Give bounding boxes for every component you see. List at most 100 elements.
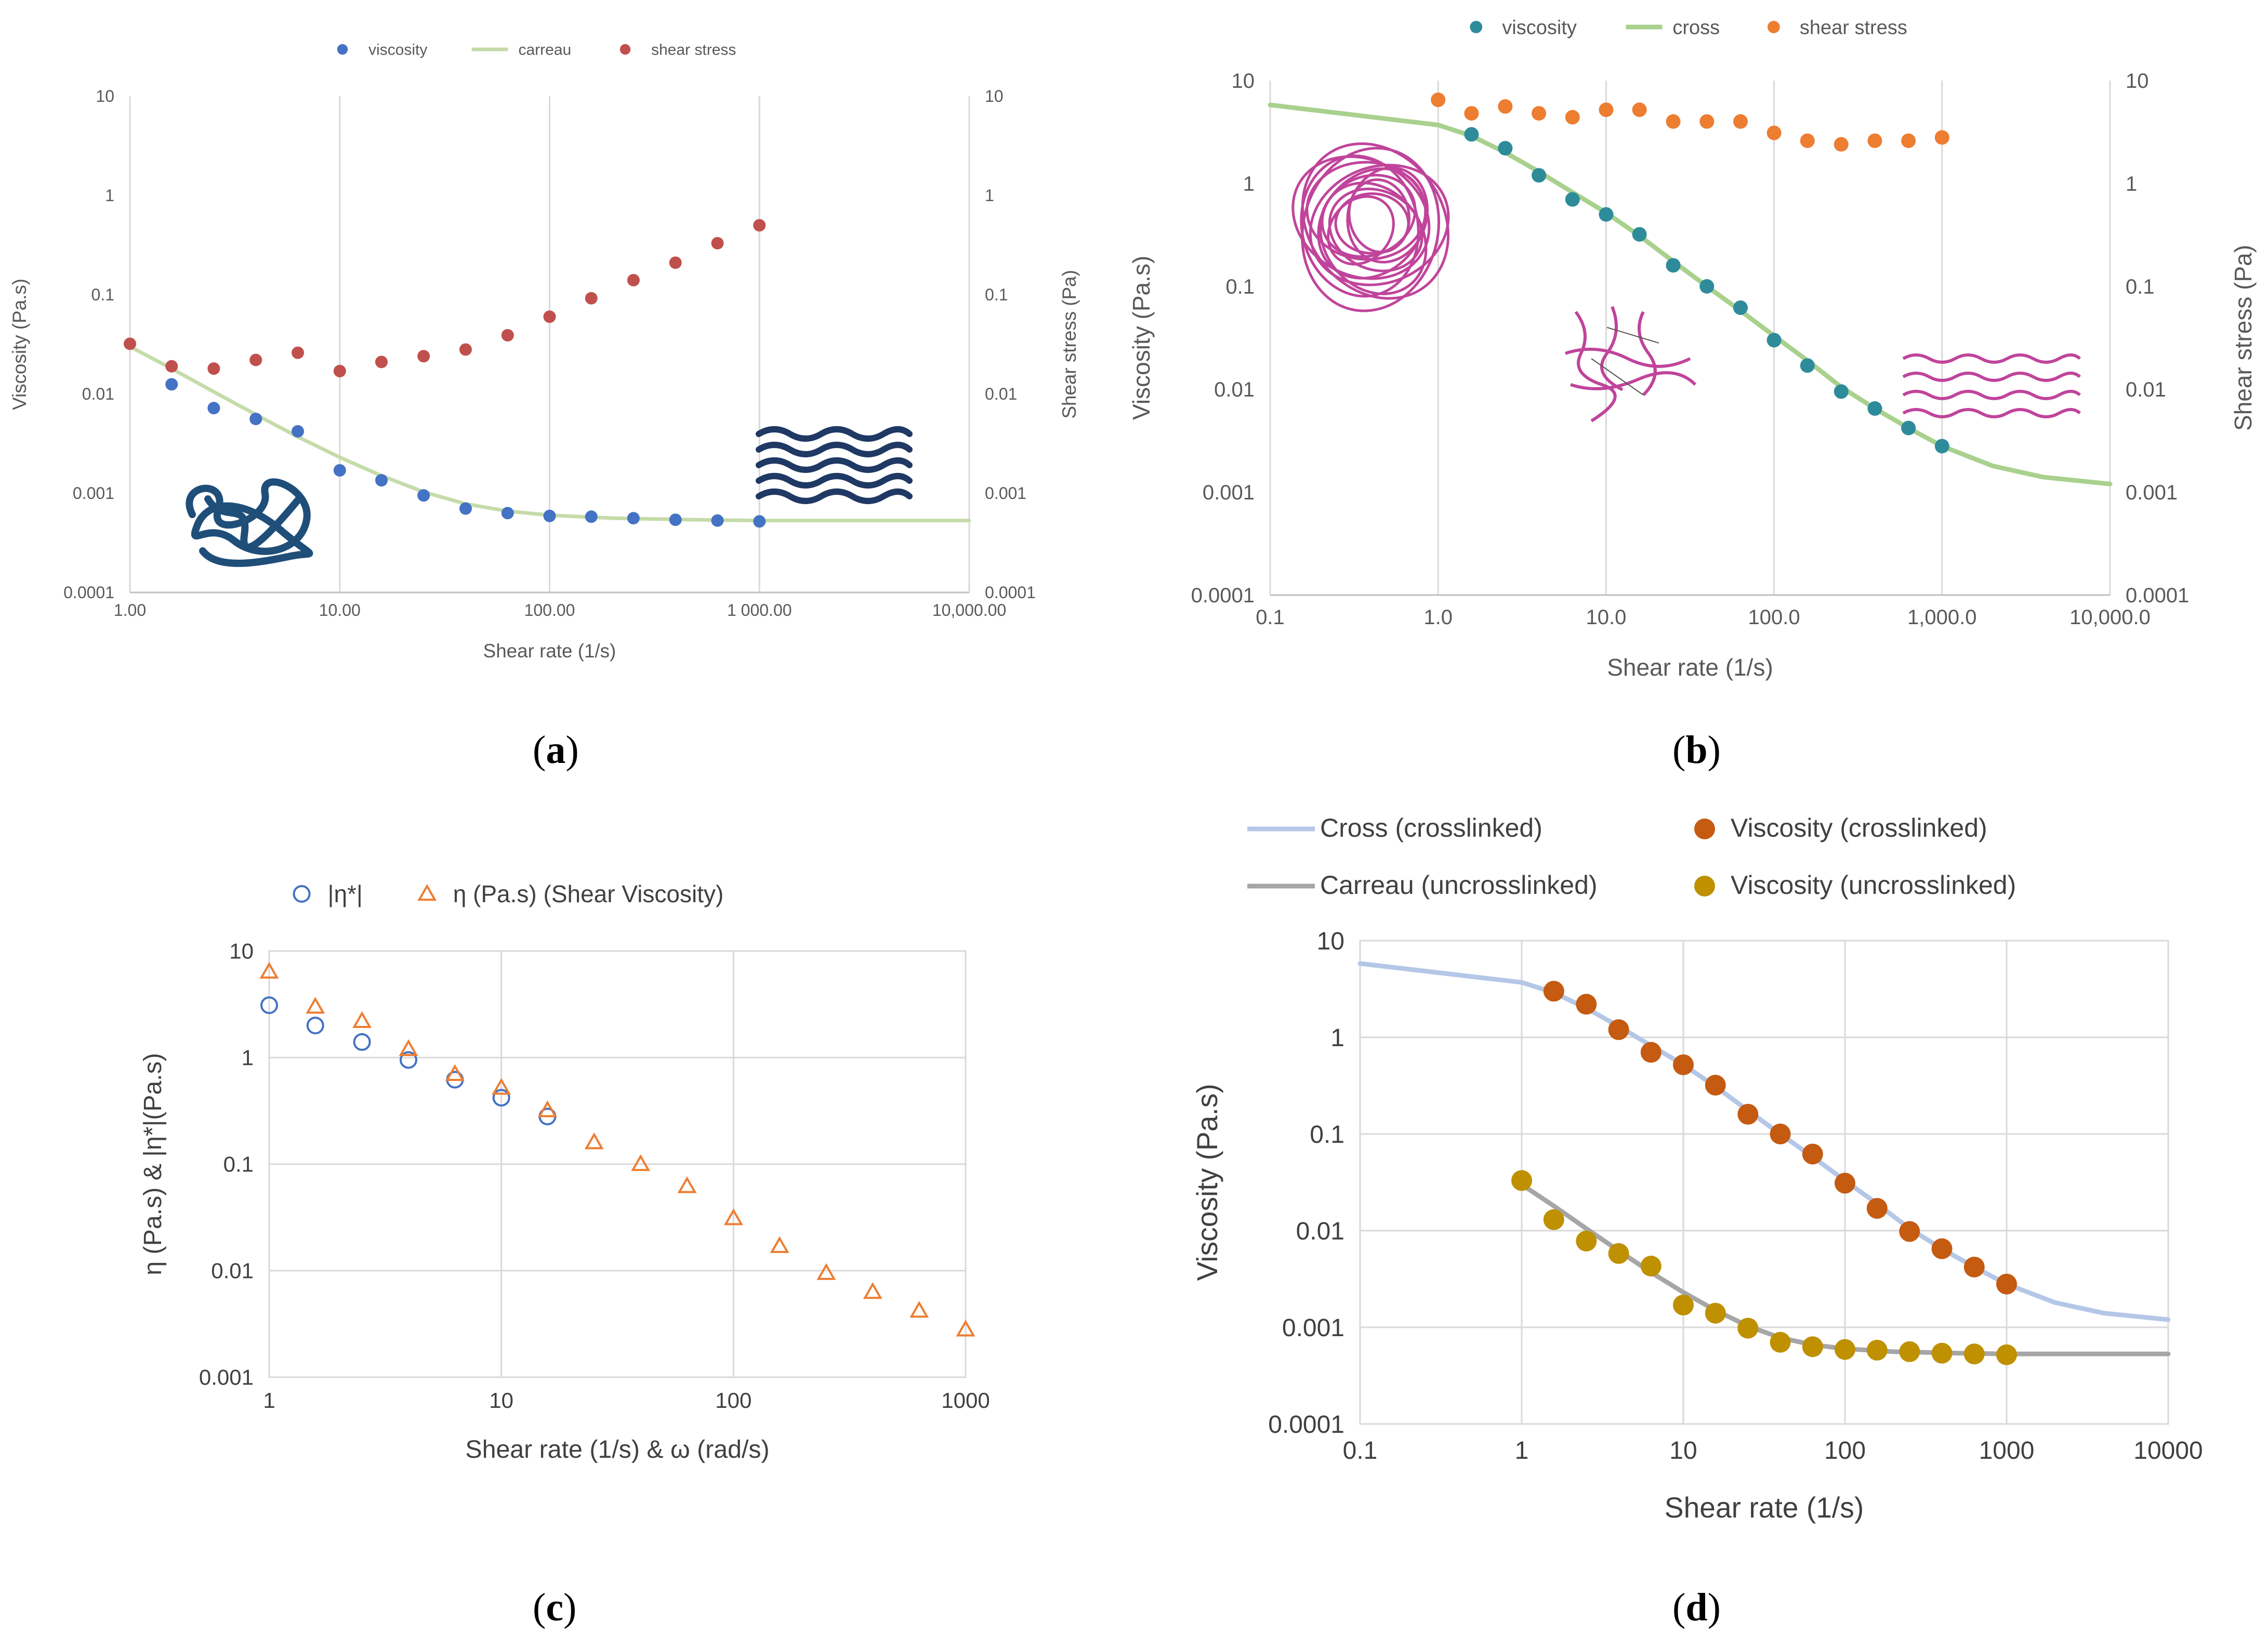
coil-loop (1327, 195, 1395, 266)
legend-label: Carreau (uncrosslinked) (1320, 870, 1598, 900)
point-viscosity-crosslinked- (1737, 1104, 1759, 1125)
point-viscosity (417, 489, 430, 502)
legend-label: viscosity (368, 42, 427, 59)
point-viscosity-uncrosslinked- (1576, 1231, 1597, 1252)
point-viscosity (333, 464, 346, 477)
y2-tick-label: 1 (985, 186, 994, 205)
point-shear-stress (1800, 133, 1815, 148)
point-shear-stress (333, 364, 346, 377)
legend-label: Viscosity (crosslinked) (1731, 813, 1987, 842)
x-tick-label: 10,000.00 (932, 601, 1006, 619)
point-viscosity-crosslinked- (1543, 981, 1564, 1002)
point-viscosity-uncrosslinked- (1511, 1170, 1532, 1191)
point-viscosity (1666, 258, 1681, 273)
x-tick-label: 0.1 (1343, 1437, 1378, 1465)
y-tick-label: 0.1 (1225, 275, 1255, 298)
point-viscosity-crosslinked- (1899, 1221, 1920, 1242)
point--pa-s-shear-viscosity- (445, 1064, 465, 1081)
point-viscosity-uncrosslinked- (1866, 1340, 1888, 1361)
x-tick-label: 10,000.0 (2069, 606, 2151, 629)
point-- (492, 1089, 510, 1107)
x-tick-label: 1 (1515, 1437, 1529, 1465)
point-viscosity-uncrosslinked- (1931, 1342, 1953, 1364)
x-tick-label: 1 (263, 1388, 275, 1413)
y-tick-label: 0.1 (91, 285, 114, 304)
point-viscosity-uncrosslinked- (1835, 1339, 1855, 1360)
point-viscosity (1934, 439, 1949, 454)
point-viscosity-uncrosslinked- (1543, 1209, 1564, 1230)
y2-tick-label: 10 (985, 87, 1004, 105)
legend-label: viscosity (1502, 17, 1577, 38)
y2-tick-label: 0.01 (985, 385, 1017, 403)
point--pa-s-shear-viscosity- (770, 1236, 789, 1254)
point-viscosity-crosslinked- (1770, 1124, 1791, 1144)
point-viscosity (165, 378, 178, 391)
point-viscosity (1632, 227, 1647, 242)
point-shear-stress (292, 346, 305, 359)
point--pa-s-shear-viscosity- (677, 1176, 697, 1193)
aligned-chain-path (1902, 353, 2081, 364)
point-shear-stress (1532, 106, 1547, 121)
point-shear-stress (1632, 102, 1647, 117)
point-viscosity (753, 515, 766, 528)
coil-loop (1301, 142, 1450, 300)
panel-b: 0.1 1.0 10.0 100.0 1,000.0 10,000.0 10 10 1 1 0.1 0… (1128, 0, 2268, 686)
y2-tick-label: 0.1 (985, 285, 1008, 304)
point-shear-stress (1498, 99, 1513, 114)
legend-swatch (417, 883, 437, 901)
aligned-chain-path (1902, 408, 2081, 418)
point-shear-stress (417, 350, 430, 363)
point-viscosity (627, 512, 640, 525)
point-shear-stress (1666, 114, 1681, 129)
aligned-chain-path (756, 489, 913, 504)
legend-label: Viscosity (uncrosslinked) (1731, 870, 2016, 900)
x-tick-label: 1000 (941, 1388, 990, 1413)
x-axis-title: Shear rate (1/s) & ω (rad/s) (465, 1435, 769, 1463)
point-shear-stress (501, 329, 514, 342)
point-- (306, 1017, 324, 1035)
y-axis-title: Viscosity (Pa.s) (1191, 1084, 1223, 1281)
point-viscosity (459, 502, 472, 515)
point--pa-s-shear-viscosity- (492, 1078, 511, 1095)
point-viscosity-uncrosslinked- (1899, 1341, 1920, 1362)
legend-label: cross (1672, 17, 1720, 38)
legend-label: shear stress (1800, 17, 1907, 38)
legend-swatch (337, 44, 348, 55)
y-tick-label: 0.001 (199, 1365, 254, 1390)
point-- (353, 1033, 371, 1051)
point-viscosity (1867, 401, 1882, 416)
point-viscosity (375, 474, 388, 487)
x-axis-title: Shear rate (1/s) (483, 640, 616, 662)
y2-tick-label: 0.01 (2126, 378, 2166, 401)
point-- (399, 1051, 417, 1069)
point-viscosity (1766, 333, 1782, 348)
point-viscosity (1834, 384, 1849, 399)
y2-tick-label: 0.001 (985, 484, 1026, 503)
point-viscosity-crosslinked- (1576, 994, 1597, 1015)
coil-loop (1348, 178, 1410, 254)
panel-a: 1.00 10.00 100.00 1 000.00 10,000.00 10 10 1 1 0.… (0, 0, 1134, 686)
point-viscosity (207, 402, 220, 415)
point--pa-s-shear-viscosity- (909, 1301, 929, 1318)
point-viscosity (1599, 207, 1614, 222)
point-viscosity (1733, 300, 1748, 315)
point-viscosity-uncrosslinked- (1673, 1295, 1694, 1316)
point-shear-stress (753, 219, 766, 232)
chart-b: 0.1 1.0 10.0 100.0 1,000.0 10,000.010 101 10.1 0… (1128, 17, 2257, 681)
point-shear-stress (1834, 137, 1849, 152)
point--pa-s-shear-viscosity- (956, 1320, 975, 1337)
x-tick-label: 100.0 (1748, 606, 1800, 629)
point-viscosity-uncrosslinked- (1802, 1336, 1823, 1357)
coil-loop (1317, 167, 1427, 280)
y-tick-label: 10 (1317, 928, 1344, 955)
point--pa-s-shear-viscosity- (631, 1154, 651, 1171)
point--pa-s-shear-viscosity- (399, 1039, 418, 1057)
chart-a: 1.00 10.00 100.00 1 000.00 10,000.00 10 10 1 1 0.… (9, 42, 1080, 662)
point-viscosity (1498, 141, 1513, 156)
point-viscosity (501, 507, 514, 520)
y-tick-label: 0.01 (1214, 378, 1255, 401)
x-tick-label: 10 (1669, 1437, 1697, 1465)
legend-label: shear stress (651, 42, 736, 59)
y-axis-title: η (Pa.s) & |η*|(Pa.s) (139, 1053, 167, 1275)
point-shear-stress (1867, 133, 1882, 148)
